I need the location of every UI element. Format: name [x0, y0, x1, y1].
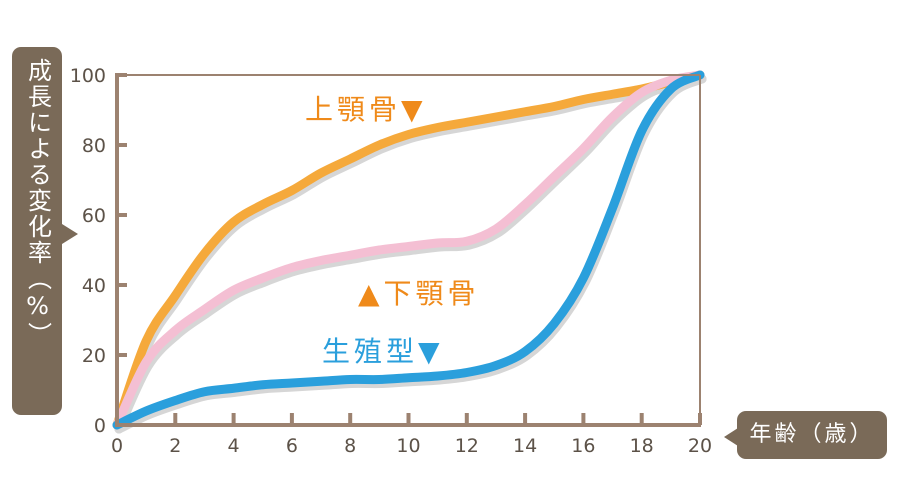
y-tick-label: 20: [82, 345, 106, 367]
y-tick-label: 60: [82, 205, 106, 227]
y-tick-label: 80: [82, 135, 106, 157]
series-line-maxilla: [112, 70, 705, 430]
curves: [112, 70, 705, 430]
tick-labels: 0 20 40 60 80 100 0 2 4 6 8 10 12 14 16 18 20: [70, 65, 712, 457]
y-axis-title-pointer: [62, 224, 78, 244]
maxilla-label-text: 上顎骨: [305, 93, 402, 126]
x-tick-label: 18: [630, 435, 654, 457]
x-tick-label: 10: [396, 435, 420, 457]
x-tick-label: 14: [513, 435, 537, 457]
series-line-mandible: [112, 70, 705, 430]
x-axis-title-pointer: [724, 428, 738, 446]
x-tick-label: 16: [571, 435, 595, 457]
y-axis-title-box: [12, 47, 62, 415]
triangle-up-icon: ▲: [358, 277, 384, 310]
triangle-down-icon: ▼: [418, 335, 444, 368]
mandible-label-text: 下顎骨: [383, 277, 480, 310]
x-tick-label: 6: [286, 435, 298, 457]
x-tick-label: 0: [111, 435, 123, 457]
x-tick-label: 8: [344, 435, 356, 457]
x-tick-label: 4: [228, 435, 240, 457]
y-tick-label: 40: [82, 275, 106, 297]
series-line-genital: [112, 70, 705, 430]
axes: [115, 73, 702, 427]
y-axis-title: 成長による変化率（%）: [23, 58, 52, 348]
triangle-down-icon: ▼: [401, 93, 427, 126]
y-tick-label: 100: [70, 65, 106, 87]
series-label-maxilla: 上顎骨▼: [305, 88, 427, 128]
x-axis-title: 年齢（歳）: [737, 411, 887, 459]
series-label-genital: 生殖型▼: [322, 330, 444, 370]
x-tick-label: 12: [455, 435, 479, 457]
x-tick-label: 2: [169, 435, 181, 457]
genital-label-text: 生殖型: [322, 335, 419, 368]
y-tick-label: 0: [94, 415, 106, 437]
series-label-mandible: ▲下顎骨: [358, 272, 480, 312]
x-tick-label: 20: [688, 435, 712, 457]
